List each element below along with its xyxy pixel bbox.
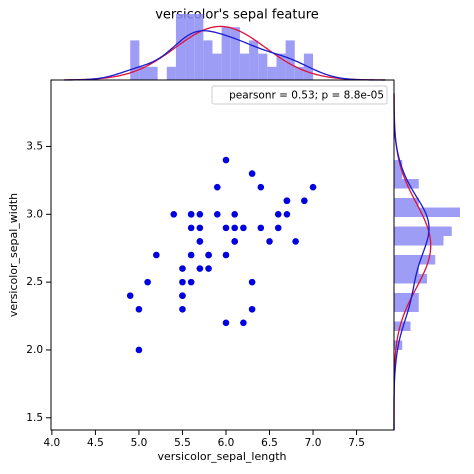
point [257, 224, 265, 232]
fit-curve [64, 25, 386, 81]
point [187, 278, 195, 286]
point [222, 156, 230, 164]
right-hist-bar [394, 207, 460, 218]
point [240, 319, 247, 327]
x-tick-label: 6.0 [218, 437, 235, 449]
point [274, 211, 282, 218]
top-hist-bar [258, 53, 268, 80]
point [309, 183, 317, 191]
top-hist-bar [130, 40, 140, 80]
top-hist-bar [276, 53, 286, 80]
top-hist-bar [249, 40, 259, 80]
point [231, 238, 238, 245]
y-tick-label: 1.5 [26, 412, 43, 424]
point [240, 224, 247, 232]
point [257, 183, 265, 191]
x-tick-label: 6.5 [261, 437, 278, 449]
annotation: pearsonr = 0.53; p = 8.8e-05 [229, 90, 384, 102]
point [231, 211, 238, 218]
top-hist-bar [285, 40, 295, 80]
point [187, 251, 195, 259]
point [213, 211, 221, 218]
point [179, 305, 186, 313]
point [196, 211, 204, 218]
point [179, 292, 186, 299]
point [187, 211, 195, 218]
point [179, 265, 186, 272]
point [179, 278, 186, 286]
top-hist-bar [203, 40, 213, 80]
point [196, 238, 204, 245]
point [292, 238, 299, 245]
right-hist-bar [394, 273, 427, 284]
top-hist-bar [294, 66, 304, 80]
point [153, 251, 160, 259]
top-hist-bar [267, 66, 277, 80]
top-hist-bar [175, 14, 186, 80]
point [283, 211, 291, 218]
kde-curve [64, 30, 386, 81]
point [274, 224, 282, 232]
point [196, 265, 204, 272]
point [196, 224, 204, 232]
kde-curve [393, 93, 430, 430]
point [222, 319, 230, 327]
top-hist-bar [212, 53, 222, 80]
right-hist-bar [394, 198, 419, 208]
point [283, 197, 291, 205]
top-hist-bar [230, 27, 240, 80]
point [222, 251, 230, 259]
x-tick-label: 5.5 [174, 437, 191, 449]
point [187, 224, 195, 232]
top-hist-bar [148, 66, 158, 80]
point [248, 305, 256, 313]
top-hist-bar [194, 14, 204, 80]
x-axis-label: versicolor_sepal_length [157, 450, 286, 463]
point [205, 265, 212, 272]
top-hist-bar [185, 14, 195, 80]
point [135, 305, 143, 313]
point [222, 224, 230, 232]
point [135, 346, 143, 354]
y-axis-label: versicolor_sepal_width [7, 193, 20, 317]
point [248, 278, 256, 286]
right-hist-bar [394, 236, 444, 246]
point [301, 197, 308, 205]
right-hist-bar [394, 160, 403, 170]
point [126, 292, 134, 299]
annotation-box [211, 85, 388, 105]
point [248, 170, 256, 177]
x-tick-label: 7.0 [305, 437, 322, 449]
top-hist-bar [239, 53, 250, 80]
x-tick-label: 4.0 [44, 437, 61, 449]
right-hist-bar [394, 292, 419, 303]
top-hist-bar [139, 66, 149, 80]
point [144, 278, 151, 286]
right-hist-bar [394, 321, 411, 331]
right-hist-bar [394, 169, 403, 180]
x-tick-label: 7.5 [348, 437, 365, 449]
right-hist-bar [394, 255, 436, 265]
x-tick-label: 5.0 [131, 437, 148, 449]
y-tick-label: 3.0 [26, 208, 43, 220]
point [266, 238, 273, 245]
point [213, 183, 221, 191]
point [170, 211, 178, 218]
right-hist-bar [394, 226, 452, 237]
x-tick-label: 4.5 [87, 437, 104, 449]
y-tick-label: 2.5 [26, 276, 43, 288]
top-hist-bar [166, 66, 176, 80]
y-tick-label: 2.0 [26, 344, 43, 356]
point [205, 251, 212, 259]
y-tick-label: 3.5 [26, 140, 43, 152]
point [231, 224, 238, 232]
top-hist-bar [221, 27, 231, 80]
right-hist-bar [394, 264, 419, 274]
